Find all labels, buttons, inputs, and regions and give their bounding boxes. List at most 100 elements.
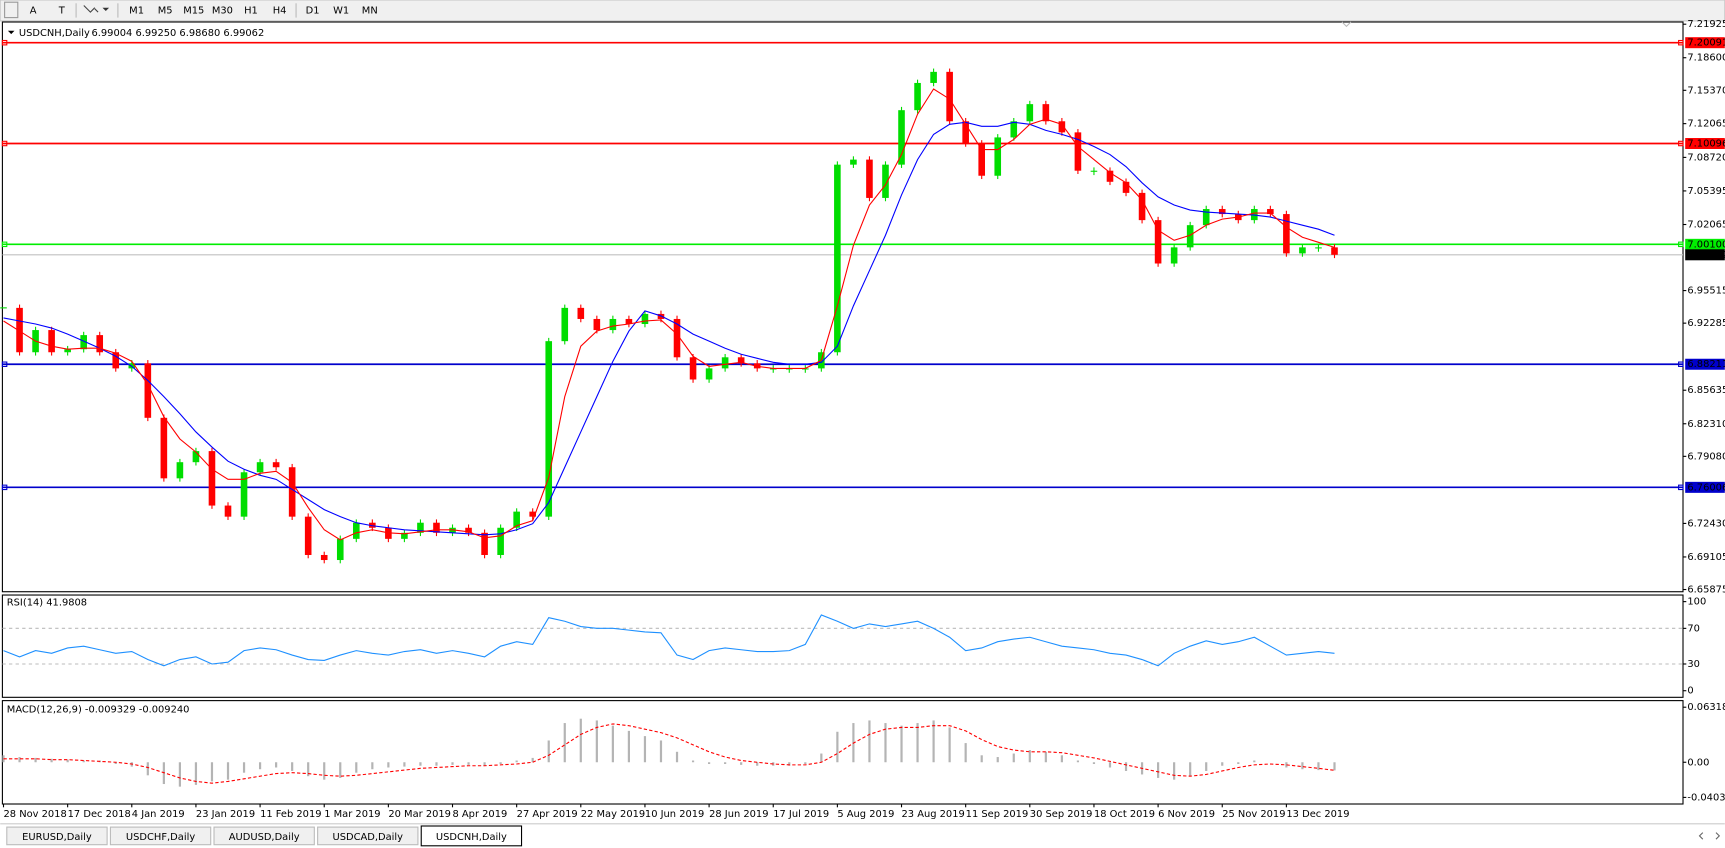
candle — [64, 349, 71, 353]
candle — [417, 522, 424, 533]
tab-label[interactable]: AUDUSD,Daily — [229, 832, 300, 843]
candle — [545, 341, 553, 517]
level-label: 6.76006 — [1687, 482, 1725, 493]
level-label-box — [1685, 238, 1725, 250]
timeframe-button[interactable]: M1 — [129, 5, 144, 16]
level-handle — [1678, 241, 1684, 248]
candle — [850, 159, 857, 165]
candle — [1074, 132, 1082, 171]
level-label: 7.00100 — [1687, 239, 1725, 250]
candle — [577, 307, 585, 319]
y-tick-label: 6.82310 — [1687, 419, 1725, 430]
y-tick-label: 0 — [1687, 686, 1693, 697]
candle — [1090, 170, 1098, 172]
candle — [1218, 209, 1226, 215]
level-label: 7.10096 — [1687, 139, 1725, 150]
tab[interactable] — [213, 826, 315, 846]
timeframe-button[interactable]: M30 — [212, 5, 233, 16]
candle — [1186, 225, 1194, 248]
tab[interactable] — [109, 826, 212, 846]
x-tick-label: 28 Nov 2018 — [4, 809, 67, 820]
candle — [48, 330, 55, 353]
x-tick-label: 1 Mar 2019 — [324, 809, 380, 820]
candle — [737, 357, 745, 364]
tab-label[interactable]: EURUSD,Daily — [22, 832, 92, 843]
candle — [529, 511, 536, 517]
x-tick-label: 11 Sep 2019 — [966, 809, 1029, 820]
candle — [465, 527, 472, 533]
candle — [1138, 192, 1146, 221]
candle — [882, 164, 889, 198]
y-tick-label: 0.00 — [1687, 757, 1709, 768]
x-tick-label: 18 Oct 2019 — [1094, 809, 1155, 820]
candle — [1042, 104, 1050, 122]
y-tick-label: 0.063184 — [1687, 702, 1725, 713]
timeframe-button[interactable]: M15 — [183, 5, 204, 16]
candle — [401, 532, 408, 539]
y-tick-label: 7.05395 — [1687, 186, 1725, 197]
tool-button[interactable]: T — [58, 5, 66, 16]
tab-label[interactable]: USDCNH,Daily — [436, 832, 507, 843]
candle — [112, 352, 120, 369]
tab-label[interactable]: USDCAD,Daily — [333, 832, 404, 843]
toolbar-buttons — [4, 1, 119, 19]
candle — [962, 121, 969, 144]
candle — [513, 511, 520, 528]
y-tick-label: 6.85635 — [1687, 385, 1725, 396]
candle — [994, 137, 1002, 176]
price-panel — [1, 21, 1684, 593]
x-tick-label: 23 Jan 2019 — [196, 809, 255, 820]
x-tick-label: 10 Jun 2019 — [645, 809, 704, 820]
tab[interactable] — [420, 825, 523, 847]
timeframe-button[interactable]: MN — [362, 5, 378, 16]
x-tick-label: 27 Apr 2019 — [517, 809, 578, 820]
level-handle — [1, 484, 8, 491]
x-tick-label: 4 Jan 2019 — [132, 809, 185, 820]
candle — [497, 527, 504, 555]
level-label-box — [1685, 138, 1725, 150]
candle — [689, 357, 697, 380]
y-tick-label: 7.21925 — [1687, 19, 1725, 30]
candle — [1010, 121, 1018, 138]
x-tick-label: 13 Dec 2019 — [1286, 809, 1349, 820]
candle — [176, 462, 184, 479]
candle — [208, 451, 216, 506]
rsi-panel — [1, 594, 1684, 698]
candle — [1283, 214, 1290, 254]
candle — [834, 164, 841, 353]
candle — [721, 357, 729, 369]
x-tick-label: 11 Feb 2019 — [260, 809, 321, 820]
y-tick-label: 6.69105 — [1687, 552, 1725, 563]
x-tick-label: 17 Dec 2018 — [68, 809, 131, 820]
tab[interactable] — [317, 826, 419, 846]
y-tick-label: 7.15370 — [1687, 85, 1725, 96]
shift-marker — [1341, 21, 1352, 28]
y-tick-label: 30 — [1687, 659, 1700, 670]
current-price-label: 6.99062 — [1687, 250, 1725, 261]
candle — [272, 462, 280, 468]
macd-panel — [1, 700, 1684, 805]
level-label-box — [1685, 358, 1725, 370]
candle — [946, 71, 953, 122]
y-tick-label: 7.08720 — [1687, 152, 1725, 163]
candle — [224, 505, 232, 517]
candle — [288, 467, 296, 517]
y-tick-label: 6.92285 — [1687, 318, 1725, 329]
candle — [192, 451, 200, 463]
timeframe-button[interactable]: W1 — [333, 5, 349, 16]
candle — [1267, 209, 1274, 215]
timeframe-button[interactable]: D1 — [306, 5, 320, 16]
candle — [898, 110, 905, 165]
tool-button[interactable]: A — [30, 5, 37, 16]
y-tick-label: -0.040355 — [1687, 792, 1725, 803]
moving-average — [3, 88, 1335, 541]
tab-label[interactable]: USDCHF,Daily — [126, 832, 195, 843]
candle — [930, 71, 937, 83]
timeframe-button[interactable]: M5 — [158, 5, 173, 16]
timeframe-button[interactable]: H4 — [273, 5, 287, 16]
scroll-arrows[interactable] — [1698, 832, 1721, 840]
tab[interactable] — [6, 826, 108, 846]
x-tick-label: 25 Nov 2019 — [1222, 809, 1285, 820]
timeframe-button[interactable]: H1 — [244, 5, 258, 16]
